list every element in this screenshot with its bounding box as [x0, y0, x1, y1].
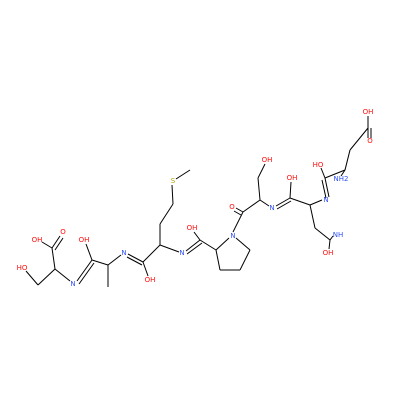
atom-label: O [367, 137, 373, 145]
atom-label: HO [17, 264, 28, 272]
atom-label: OH [287, 174, 298, 182]
atom-label: N [323, 196, 328, 204]
atom-label: N [121, 249, 126, 257]
atom-label: OH [323, 249, 334, 257]
atom-label: OH [262, 156, 273, 164]
atom-label: OH [187, 224, 198, 232]
atom-label: OH [363, 108, 374, 116]
atom-label: OH [32, 236, 43, 244]
atom-label: S [171, 177, 176, 185]
atom-label: O [60, 228, 66, 236]
atom-label: NH [333, 231, 344, 239]
atom-label: OH [145, 276, 156, 284]
atom-label: NH2 [334, 175, 349, 183]
bonds [25, 116, 372, 287]
atom-label: O [229, 203, 235, 211]
atom-label: HO [313, 161, 324, 169]
atom-labels: O OH HO N OH N OH S N OH N O OH N OH N N… [17, 108, 374, 288]
atom-label: N [179, 249, 184, 257]
atom-label: N [70, 280, 75, 288]
atom-label: N [230, 232, 235, 240]
atom-label: OH [79, 236, 90, 244]
atom-label: N [269, 204, 274, 212]
